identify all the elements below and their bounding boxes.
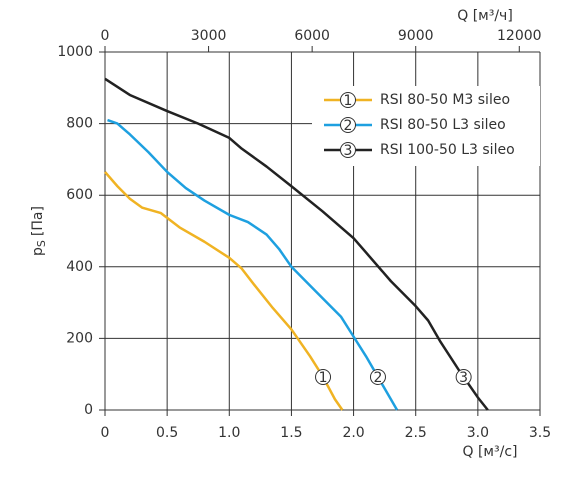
x2-tick-label: 3000 <box>191 28 227 44</box>
x-tick-label: 0 <box>101 425 110 441</box>
x-tick-label: 1.5 <box>280 425 302 441</box>
x2-axis-label: Q [м³/ч] <box>457 8 513 24</box>
x2-tick-label: 0 <box>101 28 110 44</box>
line-series <box>104 171 344 411</box>
x-axis-label: Q [м³/с] <box>463 444 518 460</box>
y-tick-label: 200 <box>66 330 93 346</box>
legend-circle <box>340 117 356 133</box>
x-tick-label: 2.5 <box>405 425 427 441</box>
x-tick-label: 3.0 <box>467 425 489 441</box>
callout-label: 2 <box>374 370 383 386</box>
y-tick-label: 600 <box>66 187 93 203</box>
legend-number: 2 <box>344 118 353 134</box>
callout-label: 3 <box>459 370 468 386</box>
legend-circle <box>340 92 356 108</box>
x2-tick-label: 9000 <box>398 28 434 44</box>
x2-tick-label: 12000 <box>497 28 542 44</box>
legend-label: RSI 80-50 L3 sileo <box>380 117 506 133</box>
x2-tick-label: 6000 <box>294 28 330 44</box>
legend-circle <box>340 142 356 158</box>
callout-circle <box>369 369 386 385</box>
legend-label: RSI 80-50 M3 sileo <box>380 92 510 108</box>
y-label-main: p <box>30 247 46 256</box>
x-tick-label: 1.0 <box>218 425 240 441</box>
callout-circle <box>455 369 472 385</box>
y-tick-label: 800 <box>66 116 93 132</box>
y-tick-label: 400 <box>66 259 93 275</box>
y-label-sub: S <box>35 240 48 247</box>
y-tick-label: 0 <box>84 402 93 418</box>
x-tick-label: 3.5 <box>529 425 551 441</box>
legend-number: 3 <box>344 143 353 159</box>
x-tick-label: 0.5 <box>156 425 178 441</box>
y-tick-label: 1000 <box>57 44 93 60</box>
line-series <box>107 118 399 411</box>
x-tick-label: 2.0 <box>342 425 364 441</box>
y-axis-label: pS [Па] <box>30 206 48 256</box>
y-label-unit: [Па] <box>30 206 46 236</box>
callout-circle <box>315 369 332 385</box>
legend-label: RSI 100-50 L3 sileo <box>380 142 515 158</box>
callout-label: 1 <box>319 370 328 386</box>
line-series <box>104 77 489 411</box>
legend-number: 1 <box>344 93 353 109</box>
